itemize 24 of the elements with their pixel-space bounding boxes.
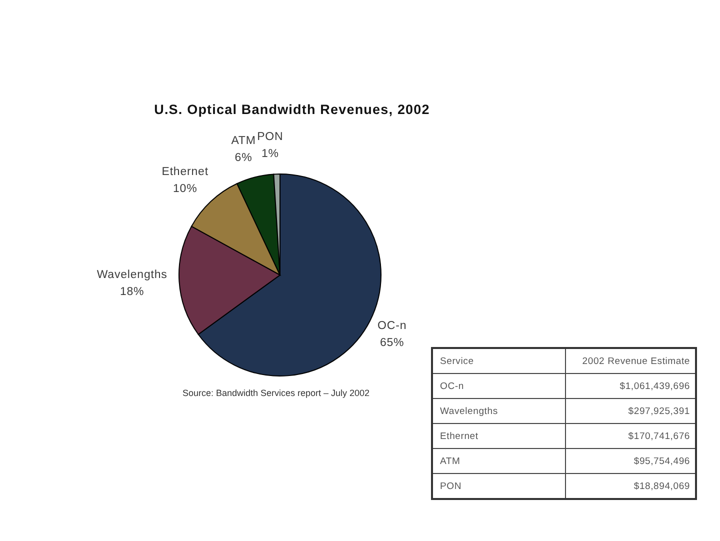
category-label: Ethernet [440, 430, 478, 442]
text: Service [440, 356, 474, 366]
slice-label: Wavelengths [96, 269, 168, 282]
slice-label: Ethernet [162, 166, 209, 178]
text: $170,741,676 [628, 430, 690, 442]
slice-label: OC-n [378, 320, 407, 332]
data-label: 18% [120, 286, 144, 298]
text: $297,925,391 [628, 406, 690, 416]
source-note: Source: Bandwidth Services report – July 2002 [182, 388, 370, 398]
chart-title: U.S. Optical Bandwidth Revenues, 2002 [154, 102, 430, 117]
data-label: 10% [173, 183, 198, 196]
slice-label: PON [257, 131, 284, 144]
text: 2002 Revenue Estimate [582, 356, 690, 366]
data-label: 1% [261, 148, 279, 160]
text: $1,061,439,696 [620, 380, 690, 392]
data-label: 6% [234, 152, 252, 164]
text: $18,894,069 [634, 480, 690, 492]
category-label: Wavelengths [440, 406, 498, 416]
category-label: OC-n [440, 380, 464, 392]
category-label: PON [440, 480, 462, 492]
text: $95,754,496 [634, 456, 690, 466]
category-label: ATM [440, 456, 460, 466]
slice-label: ATM [231, 135, 256, 148]
data-label: 65% [380, 337, 404, 350]
